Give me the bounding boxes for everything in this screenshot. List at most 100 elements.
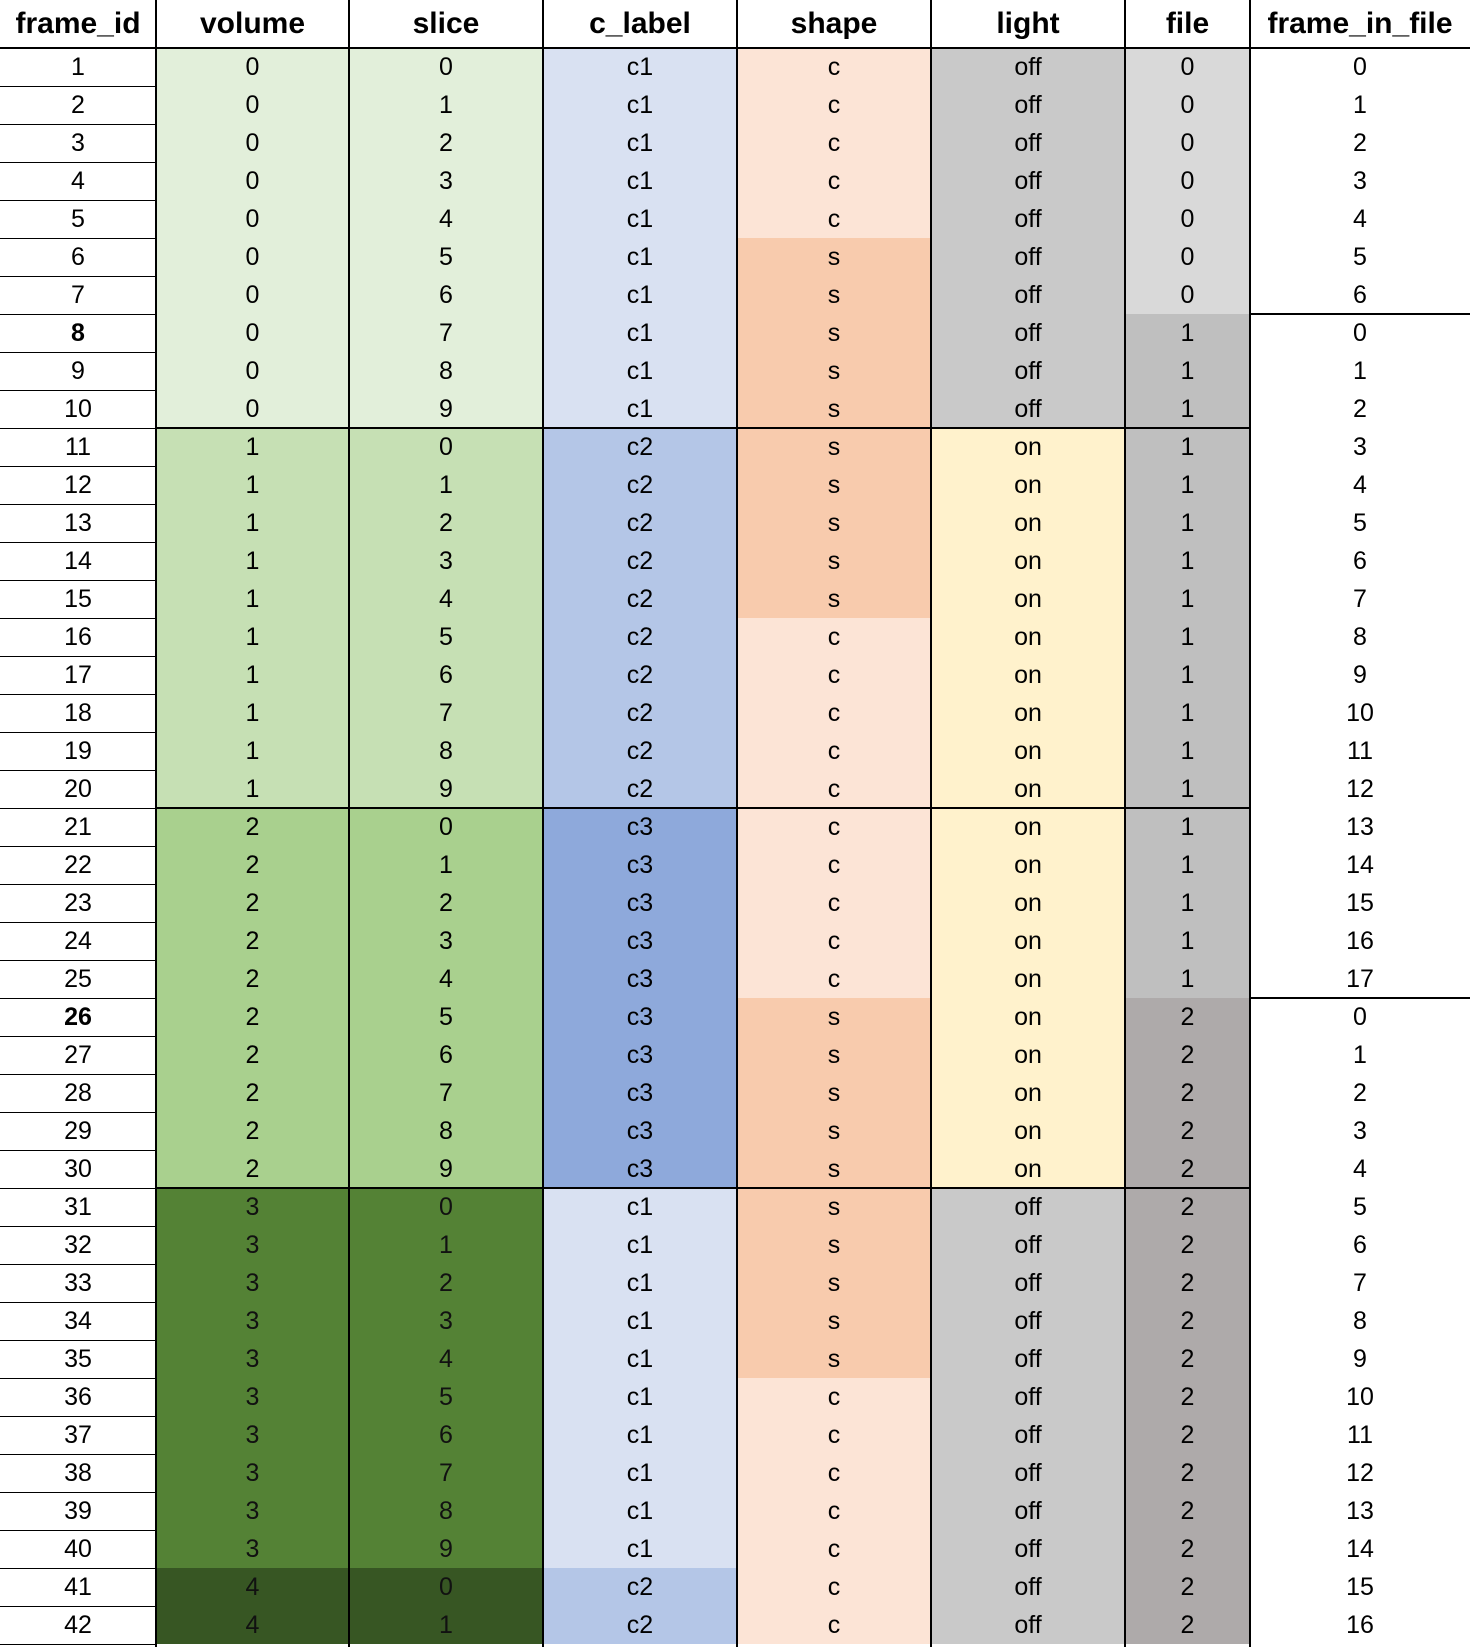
cell-frame-in-file[interactable]: 2: [1250, 1074, 1470, 1112]
cell-frame-in-file[interactable]: 13: [1250, 1492, 1470, 1530]
cell-frame-in-file[interactable]: 4: [1250, 1150, 1470, 1188]
cell-shape[interactable]: c: [737, 1606, 931, 1644]
cell-light[interactable]: on: [931, 428, 1125, 466]
cell-volume[interactable]: 0: [156, 200, 349, 238]
cell-slice[interactable]: 9: [349, 1150, 543, 1188]
cell-shape[interactable]: c: [737, 1568, 931, 1606]
cell-light[interactable]: off: [931, 1454, 1125, 1492]
cell-light[interactable]: on: [931, 732, 1125, 770]
cell-frame-in-file[interactable]: 0: [1250, 314, 1470, 352]
cell-frame-id[interactable]: 8: [0, 314, 156, 352]
cell-volume[interactable]: 0: [156, 352, 349, 390]
cell-light[interactable]: off: [931, 390, 1125, 428]
cell-frame-id[interactable]: 26: [0, 998, 156, 1036]
cell-c-label[interactable]: c2: [543, 770, 737, 808]
cell-shape[interactable]: s: [737, 314, 931, 352]
cell-file[interactable]: 1: [1125, 504, 1250, 542]
cell-file[interactable]: 1: [1125, 580, 1250, 618]
cell-slice[interactable]: 8: [349, 352, 543, 390]
cell-file[interactable]: 2: [1125, 1302, 1250, 1340]
cell-file[interactable]: 2: [1125, 1568, 1250, 1606]
cell-slice[interactable]: 7: [349, 1454, 543, 1492]
cell-slice[interactable]: 6: [349, 276, 543, 314]
cell-light[interactable]: off: [931, 276, 1125, 314]
cell-c-label[interactable]: c3: [543, 884, 737, 922]
cell-shape[interactable]: c: [737, 48, 931, 86]
cell-frame-id[interactable]: 13: [0, 504, 156, 542]
cell-frame-id[interactable]: 29: [0, 1112, 156, 1150]
column-header-light[interactable]: light: [996, 7, 1060, 40]
cell-frame-id[interactable]: 17: [0, 656, 156, 694]
cell-frame-id[interactable]: 32: [0, 1226, 156, 1264]
cell-slice[interactable]: 4: [349, 580, 543, 618]
cell-light[interactable]: off: [931, 1188, 1125, 1226]
cell-file[interactable]: 2: [1125, 998, 1250, 1036]
cell-frame-in-file[interactable]: 2: [1250, 124, 1470, 162]
cell-frame-id[interactable]: 1: [0, 48, 156, 86]
cell-shape[interactable]: c: [737, 732, 931, 770]
cell-file[interactable]: 2: [1125, 1150, 1250, 1188]
cell-frame-in-file[interactable]: 8: [1250, 1302, 1470, 1340]
cell-frame-in-file[interactable]: 11: [1250, 1416, 1470, 1454]
cell-c-label[interactable]: c3: [543, 808, 737, 846]
cell-volume[interactable]: 0: [156, 162, 349, 200]
cell-volume[interactable]: 3: [156, 1226, 349, 1264]
cell-volume[interactable]: 3: [156, 1416, 349, 1454]
cell-volume[interactable]: 3: [156, 1378, 349, 1416]
cell-slice[interactable]: 4: [349, 200, 543, 238]
cell-c-label[interactable]: c2: [543, 656, 737, 694]
cell-frame-in-file[interactable]: 4: [1250, 200, 1470, 238]
cell-light[interactable]: on: [931, 580, 1125, 618]
cell-light[interactable]: on: [931, 770, 1125, 808]
cell-volume[interactable]: 0: [156, 390, 349, 428]
cell-slice[interactable]: 0: [349, 428, 543, 466]
cell-frame-in-file[interactable]: 1: [1250, 352, 1470, 390]
cell-slice[interactable]: 9: [349, 390, 543, 428]
cell-c-label[interactable]: c2: [543, 694, 737, 732]
cell-c-label[interactable]: c1: [543, 1264, 737, 1302]
cell-c-label[interactable]: c1: [543, 1340, 737, 1378]
cell-shape[interactable]: c: [737, 618, 931, 656]
cell-light[interactable]: on: [931, 960, 1125, 998]
cell-slice[interactable]: 4: [349, 960, 543, 998]
cell-light[interactable]: off: [931, 200, 1125, 238]
cell-c-label[interactable]: c2: [543, 466, 737, 504]
cell-shape[interactable]: c: [737, 922, 931, 960]
cell-file[interactable]: 2: [1125, 1340, 1250, 1378]
cell-slice[interactable]: 3: [349, 922, 543, 960]
cell-frame-in-file[interactable]: 16: [1250, 1606, 1470, 1644]
cell-frame-id[interactable]: 34: [0, 1302, 156, 1340]
cell-frame-in-file[interactable]: 15: [1250, 884, 1470, 922]
cell-volume[interactable]: 0: [156, 314, 349, 352]
cell-volume[interactable]: 2: [156, 808, 349, 846]
cell-light[interactable]: off: [931, 314, 1125, 352]
cell-frame-id[interactable]: 7: [0, 276, 156, 314]
cell-c-label[interactable]: c1: [543, 314, 737, 352]
column-header-shape[interactable]: shape: [790, 7, 878, 40]
cell-file[interactable]: 0: [1125, 200, 1250, 238]
cell-c-label[interactable]: c2: [543, 428, 737, 466]
column-header-volume[interactable]: volume: [199, 7, 306, 40]
cell-c-label[interactable]: c3: [543, 1150, 737, 1188]
cell-shape[interactable]: s: [737, 504, 931, 542]
cell-frame-id[interactable]: 9: [0, 352, 156, 390]
cell-file[interactable]: 2: [1125, 1264, 1250, 1302]
cell-c-label[interactable]: c2: [543, 732, 737, 770]
cell-c-label[interactable]: c3: [543, 960, 737, 998]
cell-frame-id[interactable]: 22: [0, 846, 156, 884]
cell-c-label[interactable]: c1: [543, 1492, 737, 1530]
cell-light[interactable]: on: [931, 694, 1125, 732]
cell-shape[interactable]: c: [737, 162, 931, 200]
cell-shape[interactable]: s: [737, 276, 931, 314]
column-header-file[interactable]: file: [1165, 7, 1210, 40]
cell-volume[interactable]: 3: [156, 1492, 349, 1530]
cell-volume[interactable]: 4: [156, 1568, 349, 1606]
cell-slice[interactable]: 8: [349, 732, 543, 770]
cell-frame-id[interactable]: 25: [0, 960, 156, 998]
cell-c-label[interactable]: c3: [543, 922, 737, 960]
cell-frame-id[interactable]: 6: [0, 238, 156, 276]
cell-slice[interactable]: 0: [349, 1188, 543, 1226]
cell-shape[interactable]: s: [737, 998, 931, 1036]
cell-frame-in-file[interactable]: 14: [1250, 1530, 1470, 1568]
cell-volume[interactable]: 2: [156, 1074, 349, 1112]
